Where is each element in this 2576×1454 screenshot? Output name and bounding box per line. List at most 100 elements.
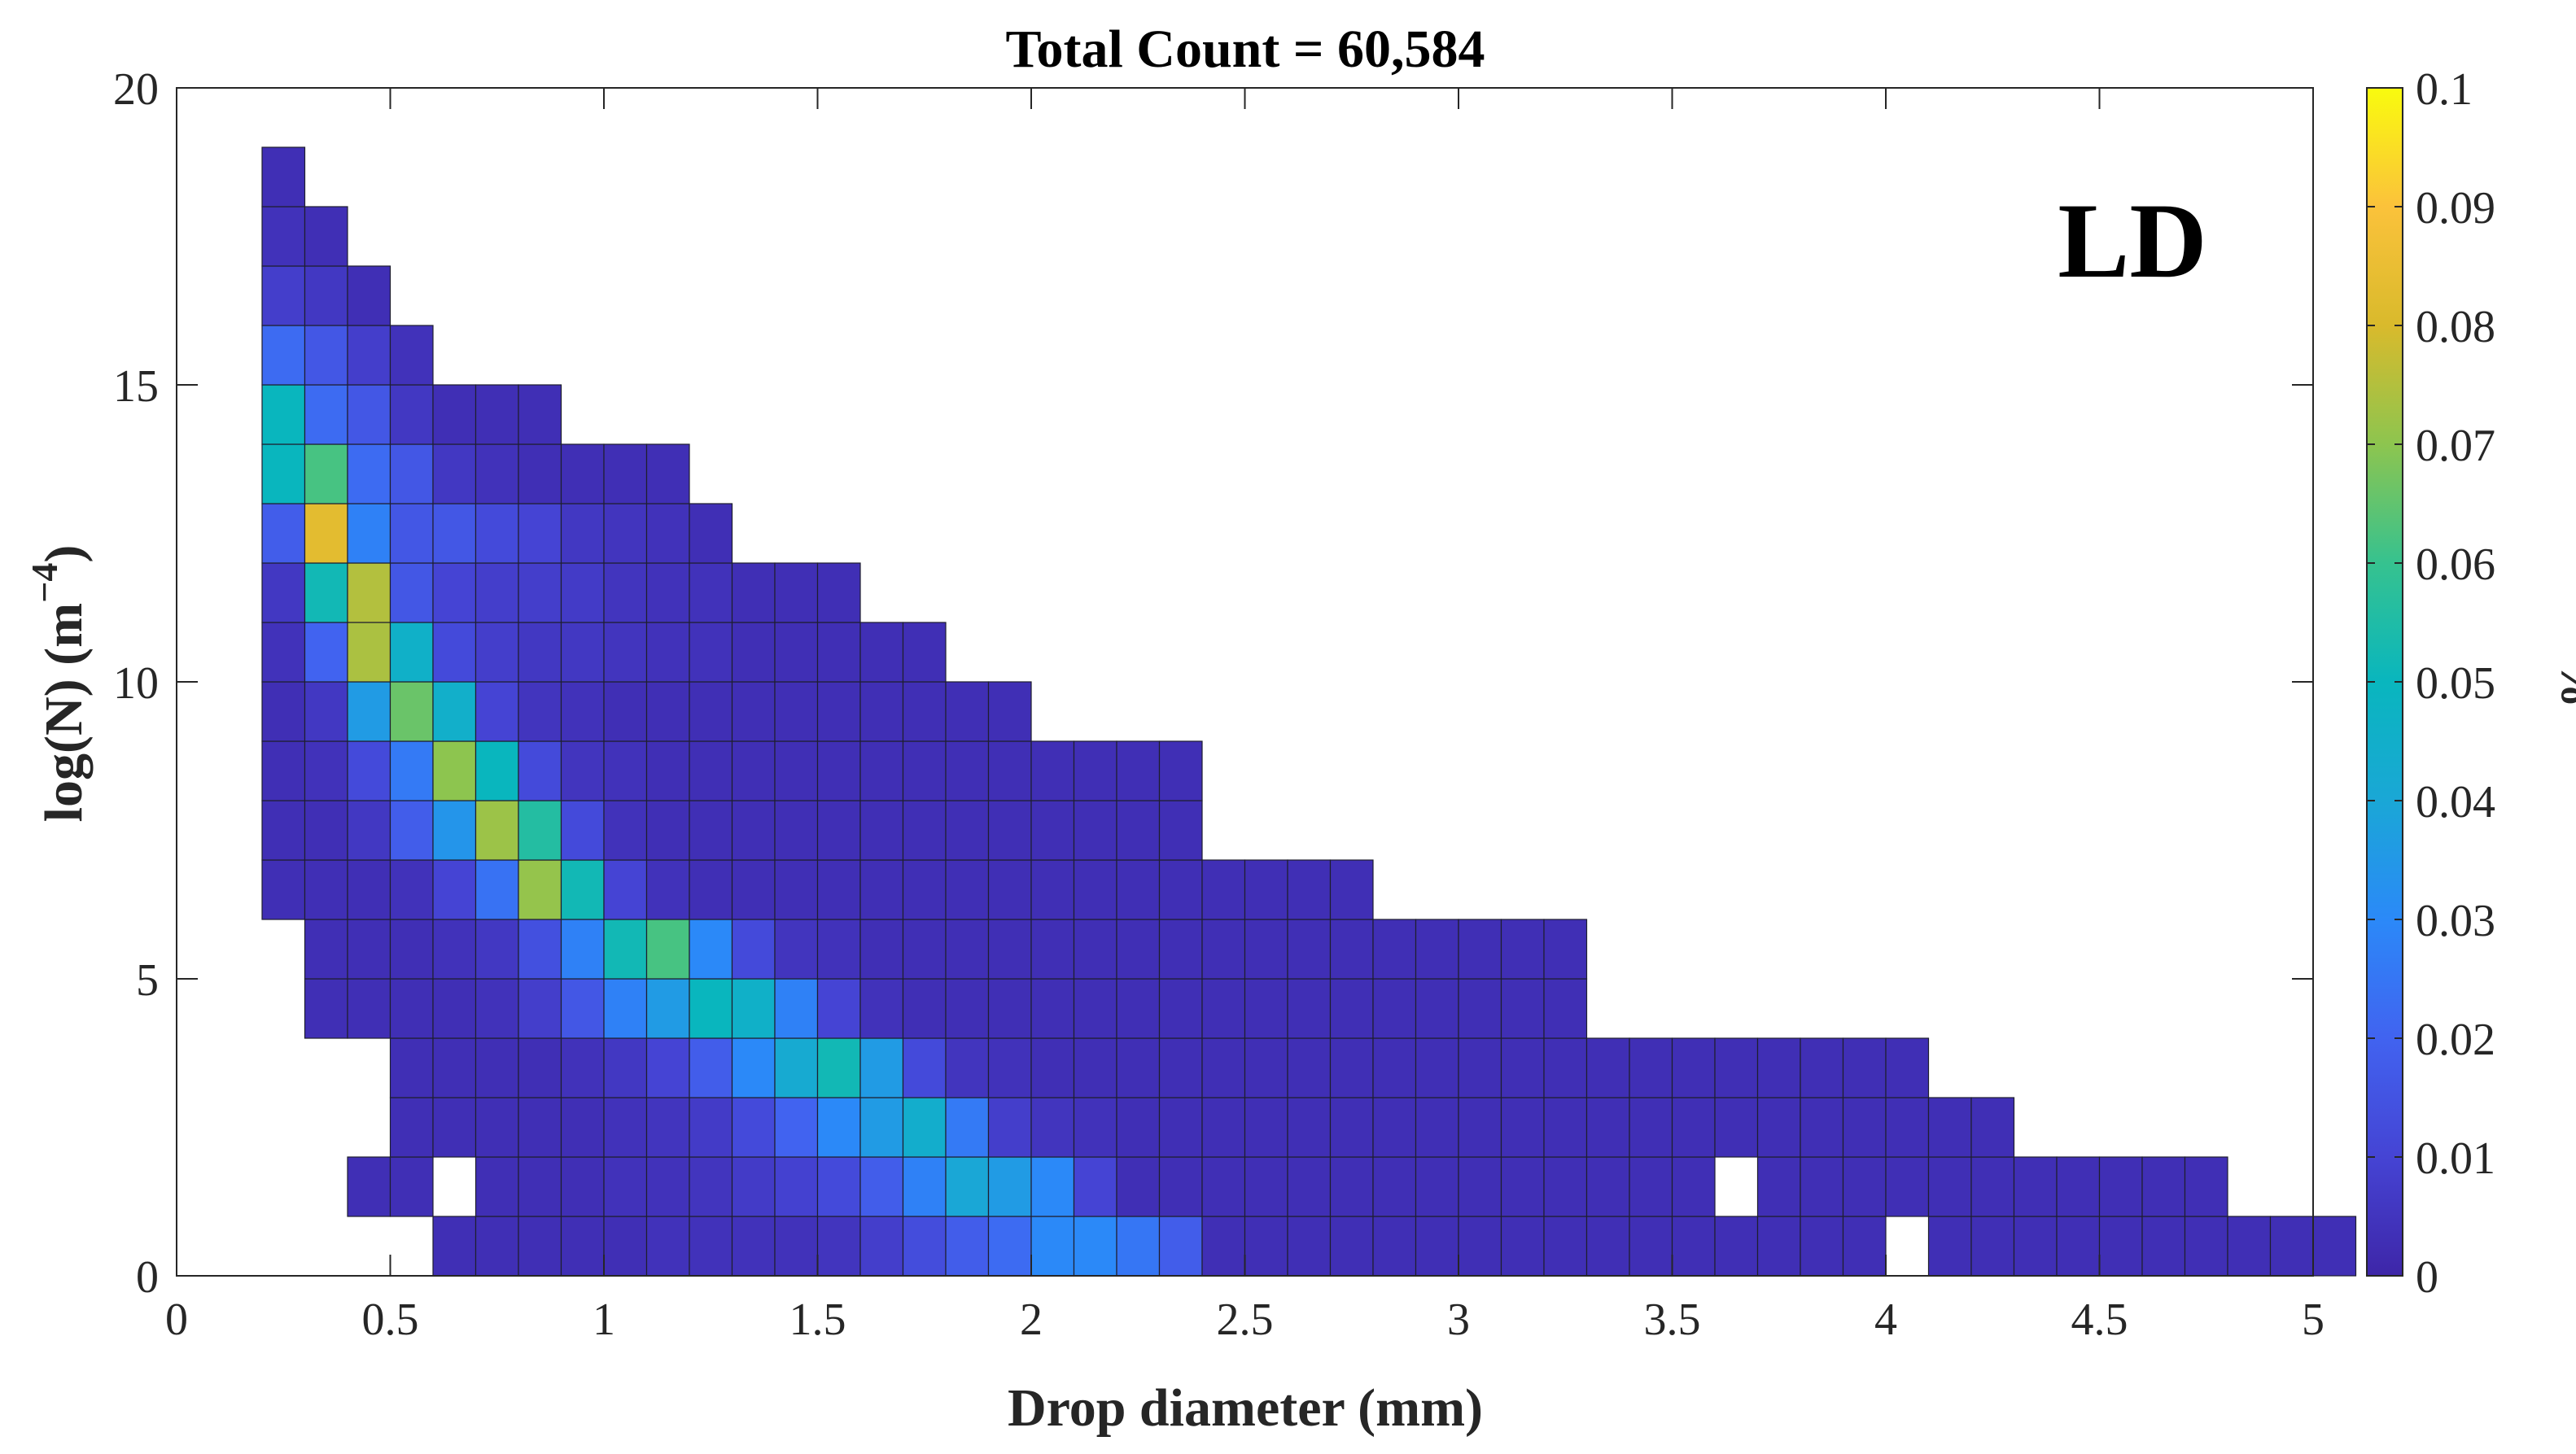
heatmap-cell	[689, 800, 733, 861]
x-tick-labels: 0 0.5 1 1.5 2 2.5 3 3.5 4 4.5 5	[165, 1295, 2325, 1345]
heatmap-cell	[1244, 1156, 1288, 1217]
heatmap-cell	[689, 622, 733, 683]
heatmap-cell	[731, 1097, 776, 1158]
heatmap-cell	[987, 681, 1032, 742]
heatmap-cell	[859, 740, 904, 801]
heatmap-cell	[1073, 978, 1117, 1039]
heatmap-cell	[945, 1156, 990, 1217]
heatmap-cell	[261, 740, 306, 801]
heatmap-cell	[603, 562, 648, 623]
heatmap-cell	[603, 800, 648, 861]
heatmap-cell	[902, 681, 947, 742]
heatmap-cell	[2098, 1216, 2143, 1277]
heatmap-cell	[945, 800, 990, 861]
heatmap-cell	[987, 740, 1032, 801]
heatmap-cell	[603, 740, 648, 801]
heatmap-cell	[560, 562, 605, 623]
heatmap-cell	[1842, 1097, 1887, 1158]
heatmap-cell	[689, 740, 733, 801]
heatmap-cell	[389, 325, 434, 386]
heatmap-cell	[689, 681, 733, 742]
x-tick-label: 5	[2302, 1295, 2325, 1345]
heatmap-cell	[261, 562, 306, 623]
heatmap-cell	[1287, 978, 1332, 1039]
heatmap-cell	[1201, 1097, 1246, 1158]
heatmap-cell	[689, 562, 733, 623]
heatmap-cell	[603, 1037, 648, 1098]
heatmap-cell	[816, 800, 861, 861]
heatmap-cell	[1970, 1097, 2015, 1158]
heatmap-cell	[902, 800, 947, 861]
heatmap-cell	[560, 1097, 605, 1158]
heatmap-cell	[645, 503, 690, 564]
heatmap-cell	[475, 978, 519, 1039]
x-tick-label: 4.5	[2071, 1295, 2128, 1345]
heatmap-cell	[1372, 1216, 1417, 1277]
heatmap-cell	[1030, 859, 1075, 920]
heatmap-cell	[1500, 1216, 1545, 1277]
heatmap-cell	[645, 1156, 690, 1217]
heatmap-cell	[1543, 919, 1588, 980]
heatmap-cell	[1800, 1216, 1844, 1277]
colorbar-tick-labels: 0 0.01 0.02 0.03 0.04 0.05 0.06 0.07 0.08 0.09 0.1	[2416, 64, 2495, 1303]
heatmap-cell	[689, 919, 733, 980]
heatmap-cell	[1201, 1037, 1246, 1098]
heatmap-cell	[774, 1216, 819, 1277]
heatmap-cell	[945, 1037, 990, 1098]
heatmap-cell	[1244, 919, 1288, 980]
heatmap-cell	[859, 1156, 904, 1217]
heatmap-cell	[987, 978, 1032, 1039]
heatmap-cell	[645, 740, 690, 801]
heatmap-cell	[1116, 800, 1161, 861]
heatmap-cell	[518, 622, 562, 683]
heatmap-cell	[1500, 1097, 1545, 1158]
y-tick-label: 15	[113, 361, 159, 412]
heatmap-cell	[645, 978, 690, 1039]
heatmap-cell	[475, 740, 519, 801]
colorbar-title: %	[2552, 659, 2576, 708]
heatmap-cell	[1244, 1216, 1288, 1277]
heatmap-cell	[1629, 1037, 1673, 1098]
heatmap-cell	[645, 800, 690, 861]
heatmap-cell	[859, 622, 904, 683]
colorbar-tick-label: 0.02	[2416, 1015, 2495, 1065]
heatmap-cell	[1244, 1097, 1288, 1158]
heatmap-cell	[1329, 1156, 1374, 1217]
y-tick-label: 20	[113, 64, 159, 115]
heatmap-cell	[261, 206, 306, 267]
heatmap-cell	[1671, 1097, 1716, 1158]
heatmap-cell	[1629, 1216, 1673, 1277]
heatmap-cell	[945, 859, 990, 920]
heatmap-cell	[1201, 978, 1246, 1039]
heatmap-cell	[347, 622, 391, 683]
heatmap-cell	[1158, 859, 1203, 920]
colorbar-tick-label: 0.06	[2416, 539, 2495, 590]
heatmap-cell	[560, 978, 605, 1039]
heatmap-cell	[475, 443, 519, 504]
heatmap-cell	[1500, 1037, 1545, 1098]
heatmap-cell	[1287, 859, 1332, 920]
heatmap-cell	[774, 978, 819, 1039]
heatmap-cell	[1458, 1216, 1502, 1277]
heatmap-cell	[560, 1216, 605, 1277]
heatmap-cell	[645, 859, 690, 920]
heatmap-cell	[603, 681, 648, 742]
heatmap-cell	[689, 1216, 733, 1277]
x-axis-title: Drop diameter (mm)	[1008, 1378, 1483, 1438]
heatmap-cell	[1585, 1156, 1630, 1217]
heatmap-cell	[1329, 859, 1374, 920]
heatmap-cell	[689, 1097, 733, 1158]
heatmap-cell	[689, 978, 733, 1039]
heatmap-cell	[518, 978, 562, 1039]
heatmap-cell	[1372, 978, 1417, 1039]
heatmap-cell	[816, 859, 861, 920]
x-tick-label: 3.5	[1644, 1295, 1701, 1345]
heatmap-cell	[389, 800, 434, 861]
heatmap-cell	[1756, 1156, 1801, 1217]
heatmap-cell	[347, 1156, 391, 1217]
heatmap-cell	[1201, 919, 1246, 980]
heatmap-cell	[347, 740, 391, 801]
x-tick-label: 2	[1020, 1295, 1043, 1345]
heatmap-cell	[304, 443, 348, 504]
y-axis-title: log(N) (m−4)	[24, 545, 94, 823]
